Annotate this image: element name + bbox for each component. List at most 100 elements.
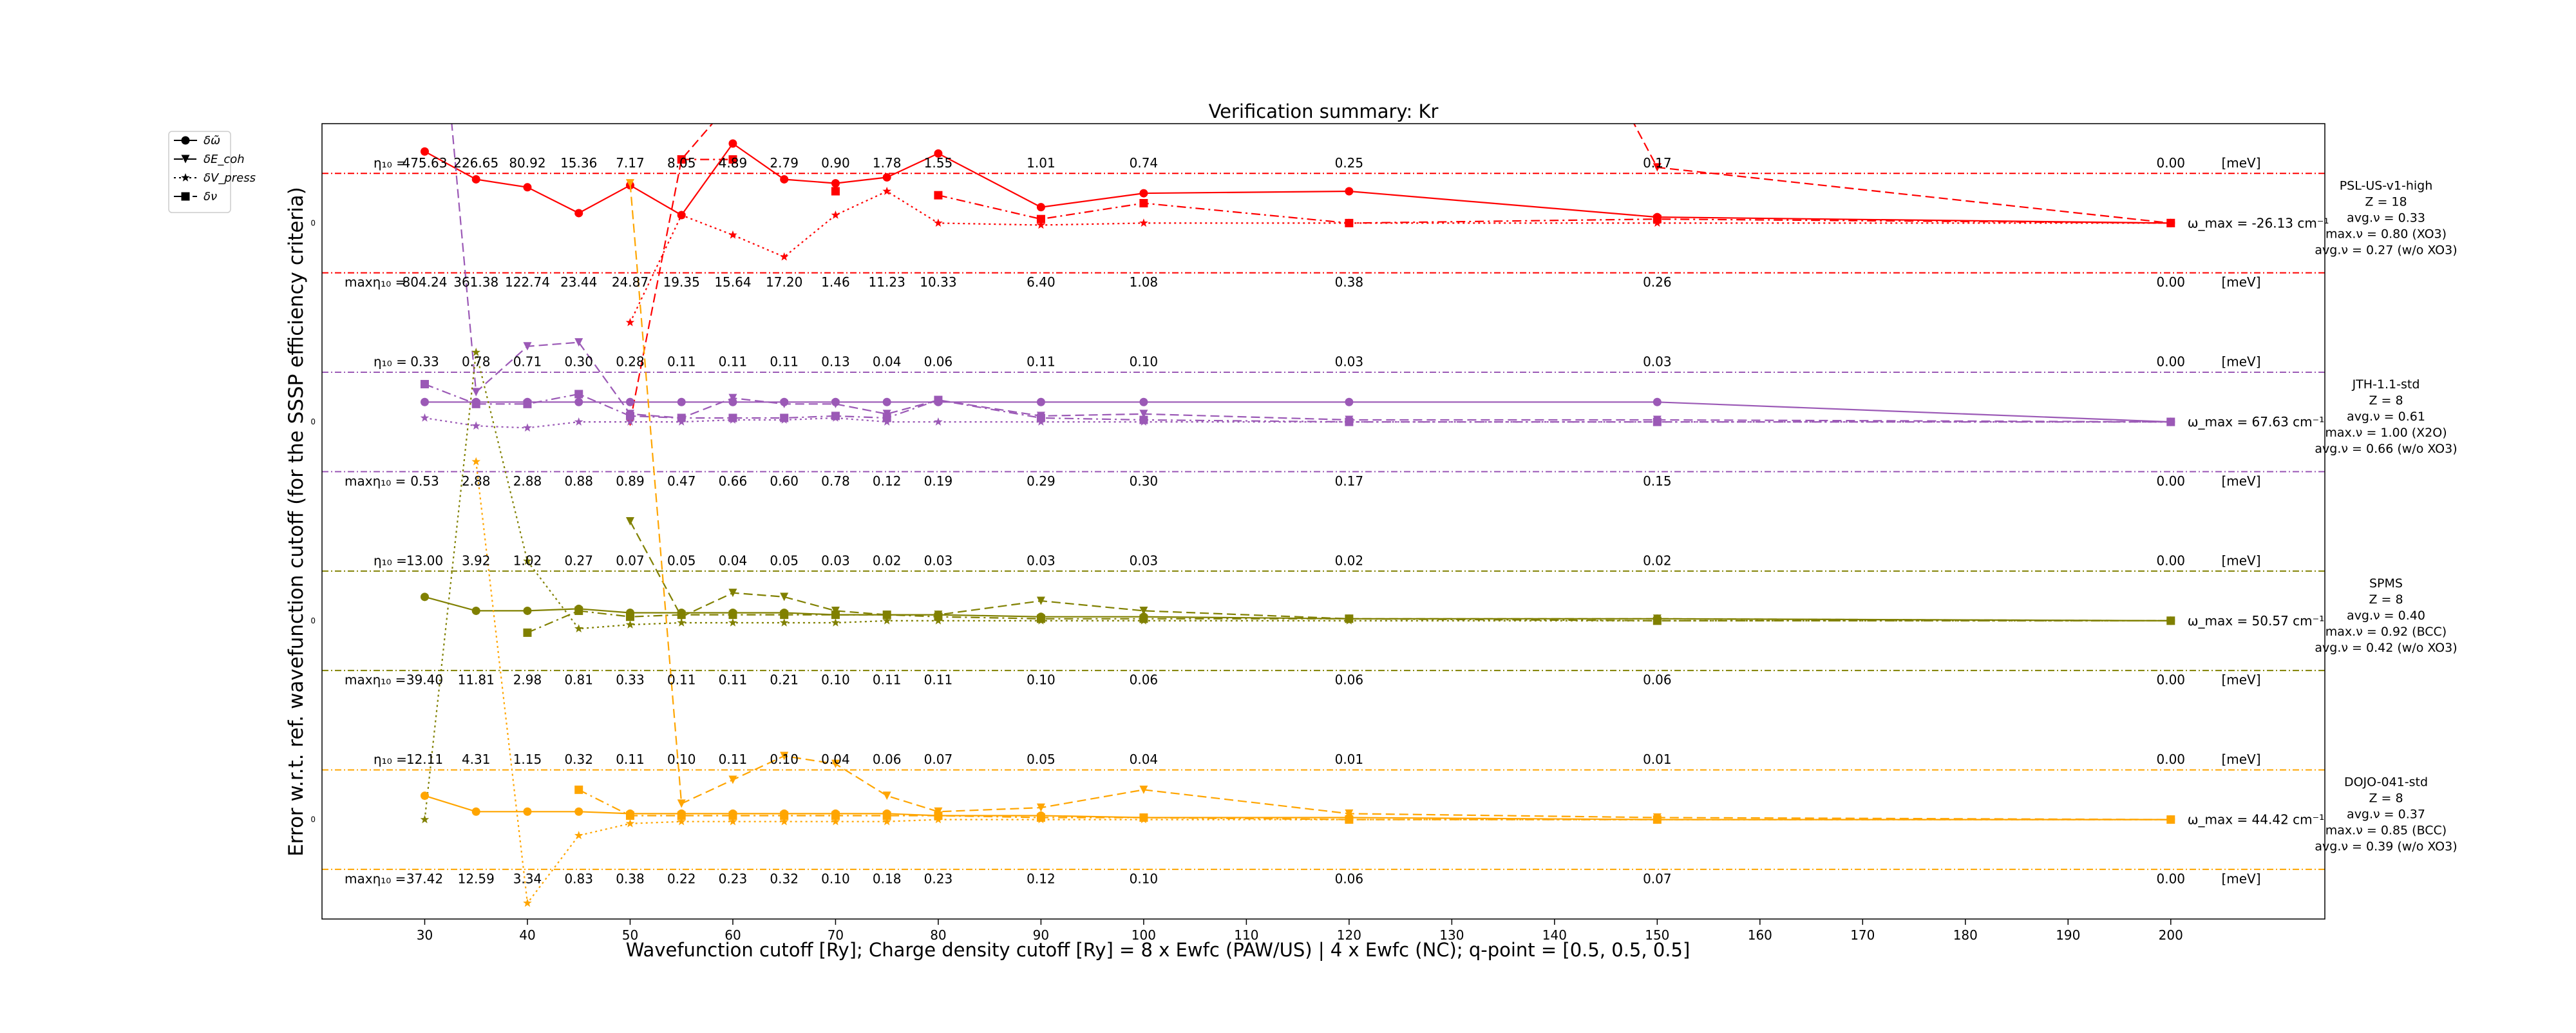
phonon-marker xyxy=(1653,815,1662,824)
pressure-marker xyxy=(471,457,481,466)
pressure-marker xyxy=(625,620,635,629)
omega-max-label: ω_max = 67.63 cm⁻¹ xyxy=(2188,414,2324,430)
info-line: max.ν = 1.00 (X2O) xyxy=(2325,426,2447,440)
eta-value: 0.05 xyxy=(1027,752,1056,767)
phonon-marker xyxy=(1653,213,1662,222)
eta-value: 0.27 xyxy=(564,553,593,568)
eta-value: 0.30 xyxy=(564,354,593,370)
max-eta-value: 0.10 xyxy=(1027,672,1056,688)
y-tick-label: 0 xyxy=(310,417,316,426)
pressure-marker xyxy=(420,413,430,422)
x-tick-label: 180 xyxy=(1953,927,1978,943)
pressure-marker xyxy=(574,417,583,426)
eta-value: 0.90 xyxy=(821,155,850,171)
phonon-marker xyxy=(780,609,789,618)
eta-value: 0.10 xyxy=(770,752,799,767)
x-tick-label: 90 xyxy=(1033,927,1049,943)
phonon-marker xyxy=(780,175,789,184)
phonon-marker xyxy=(2166,417,2175,426)
info-line: avg.ν = 0.39 (w/o XO3) xyxy=(2315,840,2457,854)
omega-max-label: ω_max = 44.42 cm⁻¹ xyxy=(2188,812,2324,828)
nu-marker xyxy=(1139,199,1148,207)
cohesive-marker xyxy=(574,338,583,347)
eta-value: 4.89 xyxy=(719,155,748,171)
max-eta-value: 0.60 xyxy=(770,473,799,489)
cohesive-marker xyxy=(677,799,686,808)
x-axis-label: Wavefunction cutoff [Ry]; Charge density… xyxy=(626,939,1690,961)
pressure-marker xyxy=(471,347,481,356)
phonon-marker xyxy=(882,173,891,182)
max-eta-value: 0.53 xyxy=(410,473,439,489)
phonon-marker xyxy=(1345,813,1354,822)
cohesive-marker xyxy=(780,592,789,602)
x-tick-label: 130 xyxy=(1439,927,1464,943)
series-group xyxy=(322,124,2325,473)
nu-line xyxy=(424,383,2171,423)
eta-value: 0.32 xyxy=(564,752,593,767)
pressure-marker xyxy=(831,210,840,219)
max-eta-value: 19.35 xyxy=(663,274,700,290)
info-line: Z = 8 xyxy=(2369,791,2403,806)
pressure-marker xyxy=(728,618,737,627)
info-line: avg.ν = 0.61 xyxy=(2347,410,2425,424)
pressure-marker xyxy=(523,556,532,565)
max-eta-prefix: maxη₁₀ = xyxy=(345,672,406,688)
max-eta-value: 122.74 xyxy=(505,274,550,290)
pressure-marker xyxy=(574,624,583,633)
nu-marker xyxy=(523,628,532,637)
pressure-marker xyxy=(625,417,635,426)
phonon-marker xyxy=(181,136,190,145)
eta-value: 1.78 xyxy=(873,155,902,171)
max-eta-value: 0.19 xyxy=(924,473,953,489)
max-eta-value: 0.33 xyxy=(616,672,645,688)
nu-marker xyxy=(1036,214,1045,223)
phonon-marker xyxy=(728,809,737,818)
omega-max-label: ω_max = 50.57 cm⁻¹ xyxy=(2188,613,2324,629)
eta-value: 1.15 xyxy=(513,752,542,767)
pressure-line xyxy=(475,461,2171,905)
nu-marker xyxy=(728,155,737,164)
info-line: max.ν = 0.80 (XO3) xyxy=(2325,227,2447,241)
series-group xyxy=(322,179,2325,907)
phonon-marker xyxy=(471,175,480,184)
eta-value: 80.92 xyxy=(509,155,545,171)
info-line: avg.ν = 0.66 (w/o XO3) xyxy=(2315,442,2457,456)
phonon-marker xyxy=(2166,218,2175,227)
cohesive-marker xyxy=(728,775,737,784)
pressure-marker xyxy=(934,417,943,426)
phonon-marker xyxy=(1345,187,1354,196)
max-eta-value: 0.18 xyxy=(873,871,902,886)
legend-label: δE_coh xyxy=(204,153,245,166)
phonon-marker xyxy=(1139,397,1148,406)
max-eta-value: 37.42 xyxy=(406,871,443,886)
max-eta-value: 0.00 xyxy=(2157,672,2186,688)
eta-value: 12.11 xyxy=(406,752,443,767)
eta-value: 0.06 xyxy=(873,752,902,767)
phonon-marker xyxy=(1139,612,1148,621)
eta-value: 0.28 xyxy=(616,354,645,370)
eta-value: 1.55 xyxy=(924,155,953,171)
phonon-marker xyxy=(523,397,532,406)
nu-marker xyxy=(831,412,840,421)
phonon-marker xyxy=(574,604,583,613)
x-tick-label: 110 xyxy=(1234,927,1258,943)
eta-prefix: η₁₀ = xyxy=(374,553,407,568)
phonon-marker xyxy=(420,147,429,156)
max-eta-value: 24.87 xyxy=(612,274,649,290)
pressure-marker xyxy=(523,898,532,907)
eta-value: 0.03 xyxy=(1130,553,1159,568)
eta-value: 0.01 xyxy=(1643,752,1672,767)
cohesive-marker xyxy=(1036,596,1045,605)
max-eta-value: 0.22 xyxy=(667,871,696,886)
max-eta-value: 0.38 xyxy=(1335,274,1364,290)
cohesive-marker xyxy=(181,155,190,164)
phonon-marker xyxy=(625,809,634,818)
eta-value: 0.04 xyxy=(719,553,748,568)
pseudopotential-info: η₁₀ = maxη₁₀ = 475.63 804.24 226.65 361.38 80.… xyxy=(345,155,2458,887)
max-eta-prefix: maxη₁₀ = xyxy=(345,871,406,886)
units-label: [meV] xyxy=(2221,274,2260,290)
cohesive-marker xyxy=(1139,785,1148,794)
max-eta-value: 2.88 xyxy=(462,473,491,489)
info-line: DOJO-041-std xyxy=(2344,775,2428,790)
max-eta-value: 0.38 xyxy=(616,871,645,886)
